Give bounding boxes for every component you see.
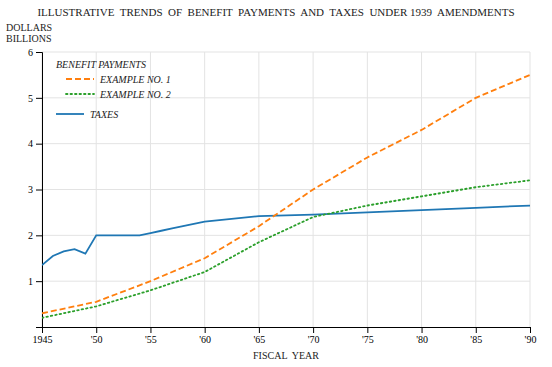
y-tick: 5 [28,93,42,104]
y-tick-label: 6 [28,47,33,58]
x-tick-label: '85 [470,334,482,345]
x-tick-mark [422,327,423,333]
legend-swatch [66,78,94,80]
x-tick: '80 [416,327,428,345]
y-tick-mark [36,52,42,53]
x-tick-mark [150,327,151,333]
y-axis: 1 2 3 4 5 6 [28,47,43,328]
y-tick-mark [36,144,42,145]
x-axis-label: FISCAL YEAR [253,350,319,361]
x-tick-mark [367,327,368,333]
y-tick: 6 [28,47,42,58]
y-tick-mark [36,98,42,99]
x-tick-label: '70 [308,334,320,345]
grid-line [42,143,530,144]
x-tick: '65 [253,327,265,345]
x-axis-line [43,328,531,334]
chart: ILLUSTRATIVE TRENDS OF BENEFIT PAYMENTS … [0,0,552,367]
x-tick: '60 [199,327,211,345]
grid [42,52,530,327]
x-tick: '85 [470,327,482,345]
y-tick-label: 5 [28,93,33,104]
legend-label: EXAMPLE NO. 2 [99,89,171,100]
x-tick-label: '75 [362,334,374,345]
y-tick-mark [36,235,42,236]
y-axis-label: DOLLARS [6,22,52,33]
series-line [42,180,530,318]
legend-label: TAXES [90,109,118,120]
legend: BENEFIT PAYMENTS EXAMPLE NO. 1 EXAMPLE NO.… [56,59,171,120]
legend-swatch [56,113,84,115]
x-tick: 1945 [33,327,53,345]
x-tick-mark [313,327,314,333]
x-tick-mark [259,327,260,333]
y-tick-label: 3 [28,184,33,195]
x-tick-label: '55 [145,334,157,345]
y-tick-mark [36,281,42,282]
y-tick-label: 2 [28,230,33,241]
x-tick-label: '60 [199,334,211,345]
title: ILLUSTRATIVE TRENDS OF BENEFIT PAYMENTS … [37,6,514,18]
x-tick-label: '65 [253,334,265,345]
x-tick: '70 [308,327,320,345]
x-tick-label: '50 [91,334,103,345]
x-tick-label: 1945 [33,334,53,345]
grid-line [42,52,530,53]
y-tick: 3 [28,184,42,195]
x-tick-label: '90 [525,334,537,345]
legend-swatch [66,93,94,95]
grid-line [42,281,530,282]
x-axis: 1945 '50 '55 '60 '65 '70 '75 '80 '85 '90 [33,327,537,345]
y-tick: 4 [28,138,42,149]
plot: 1945 '50 '55 '60 '65 '70 '75 '80 '85 '90 1 2 3 4 5 6 BEN… [28,47,536,345]
y-tick: 2 [28,230,42,241]
legend-item: TAXES [56,109,118,120]
y-tick-mark [36,190,42,191]
y-tick-label: 1 [28,276,33,287]
x-tick-label: '80 [416,334,428,345]
x-tick-mark [205,327,206,333]
x-tick-mark [530,327,531,333]
x-tick: '50 [91,327,103,345]
series-line [42,206,530,266]
x-tick: '55 [145,327,157,345]
lines [42,75,530,318]
series-line [42,75,530,313]
legend-item: EXAMPLE NO. 1 [66,74,171,85]
y-axis-line [36,53,43,328]
x-tick: '90 [525,327,537,345]
y-axis-label: BILLIONS [6,33,52,44]
x-tick: '75 [362,327,374,345]
legend-item: EXAMPLE NO. 2 [66,89,171,100]
x-tick-mark [96,327,97,333]
y-tick: 1 [28,276,42,287]
legend-label: EXAMPLE NO. 1 [99,74,171,85]
y-tick-label: 4 [28,138,33,149]
x-tick-mark [476,327,477,333]
legend-heading: BENEFIT PAYMENTS [56,59,146,70]
